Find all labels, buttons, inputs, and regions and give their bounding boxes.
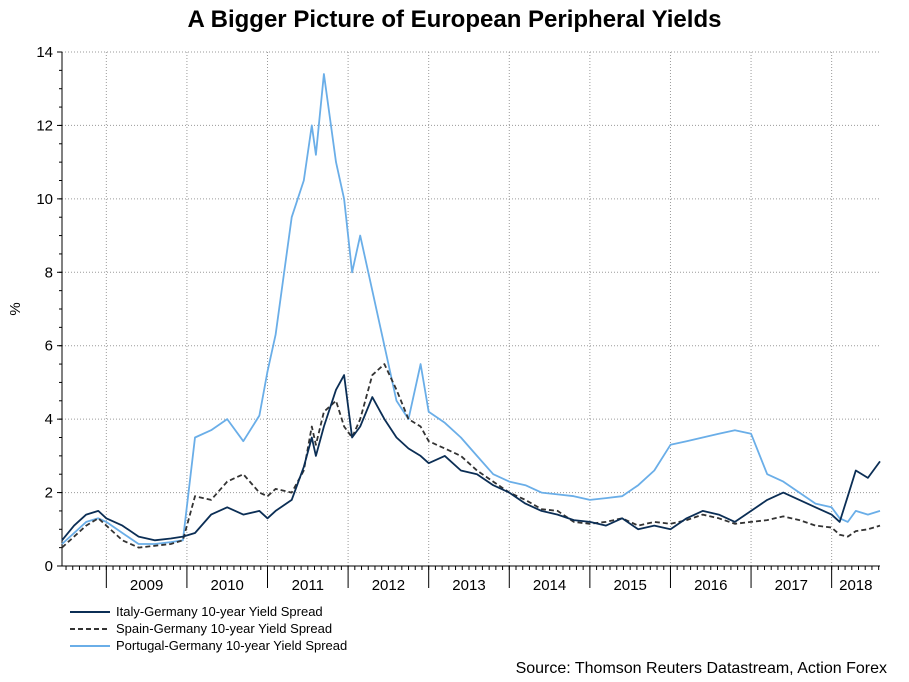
y-tick-label: 4 [45, 411, 53, 428]
x-tick-label: 2011 [292, 577, 324, 594]
series-line-spain [61, 363, 881, 549]
y-axis-ticks: 0 2 4 6 8 10 12 14 [36, 44, 62, 575]
source-note: Source: Thomson Reuters Datastream, Acti… [515, 660, 887, 677]
y-tick-label: 6 [45, 338, 53, 355]
x-tick-label: 2012 [372, 577, 405, 594]
legend-swatch-italy [70, 610, 110, 613]
legend-item-portugal: Portugal-Germany 10-year Yield Spread [70, 637, 347, 654]
y-tick-label: 14 [36, 44, 53, 61]
x-tick-label: 2010 [211, 577, 244, 594]
y-tick-label: 0 [45, 558, 53, 575]
y-axis-label: % [7, 302, 24, 315]
chart-title: A Bigger Picture of European Peripheral … [187, 6, 722, 33]
legend-label-spain: Spain-Germany 10-year Yield Spread [116, 621, 333, 636]
x-tick-label: 2016 [694, 577, 727, 594]
x-tick-label: 2009 [130, 577, 163, 594]
legend-swatch-spain [70, 627, 110, 630]
y-tick-label: 8 [45, 264, 53, 281]
legend-swatch-portugal [70, 644, 110, 647]
y-tick-label: 2 [45, 485, 53, 502]
legend: Italy-Germany 10-year Yield Spread Spain… [70, 603, 347, 654]
legend-item-spain: Spain-Germany 10-year Yield Spread [70, 620, 347, 637]
legend-item-italy: Italy-Germany 10-year Yield Spread [70, 603, 347, 620]
y-tick-label: 12 [36, 117, 53, 134]
legend-label-portugal: Portugal-Germany 10-year Yield Spread [116, 638, 348, 653]
y-tick-label: 10 [36, 191, 53, 208]
axes [61, 52, 880, 567]
x-tick-label: 2014 [533, 577, 566, 594]
x-axis-ticks: 2009 2010 2011 2012 2013 2014 2015 2016 2017 2018 [65, 566, 880, 594]
x-tick-label: 2017 [775, 577, 808, 594]
series-line-portugal [61, 73, 881, 545]
x-tick-label: 2013 [452, 577, 485, 594]
x-tick-label: 2015 [613, 577, 646, 594]
x-tick-label: 2018 [839, 577, 872, 594]
series-line-italy [61, 374, 881, 542]
legend-label-italy: Italy-Germany 10-year Yield Spread [116, 604, 323, 619]
series-layer [61, 73, 881, 549]
grid [62, 51, 880, 566]
